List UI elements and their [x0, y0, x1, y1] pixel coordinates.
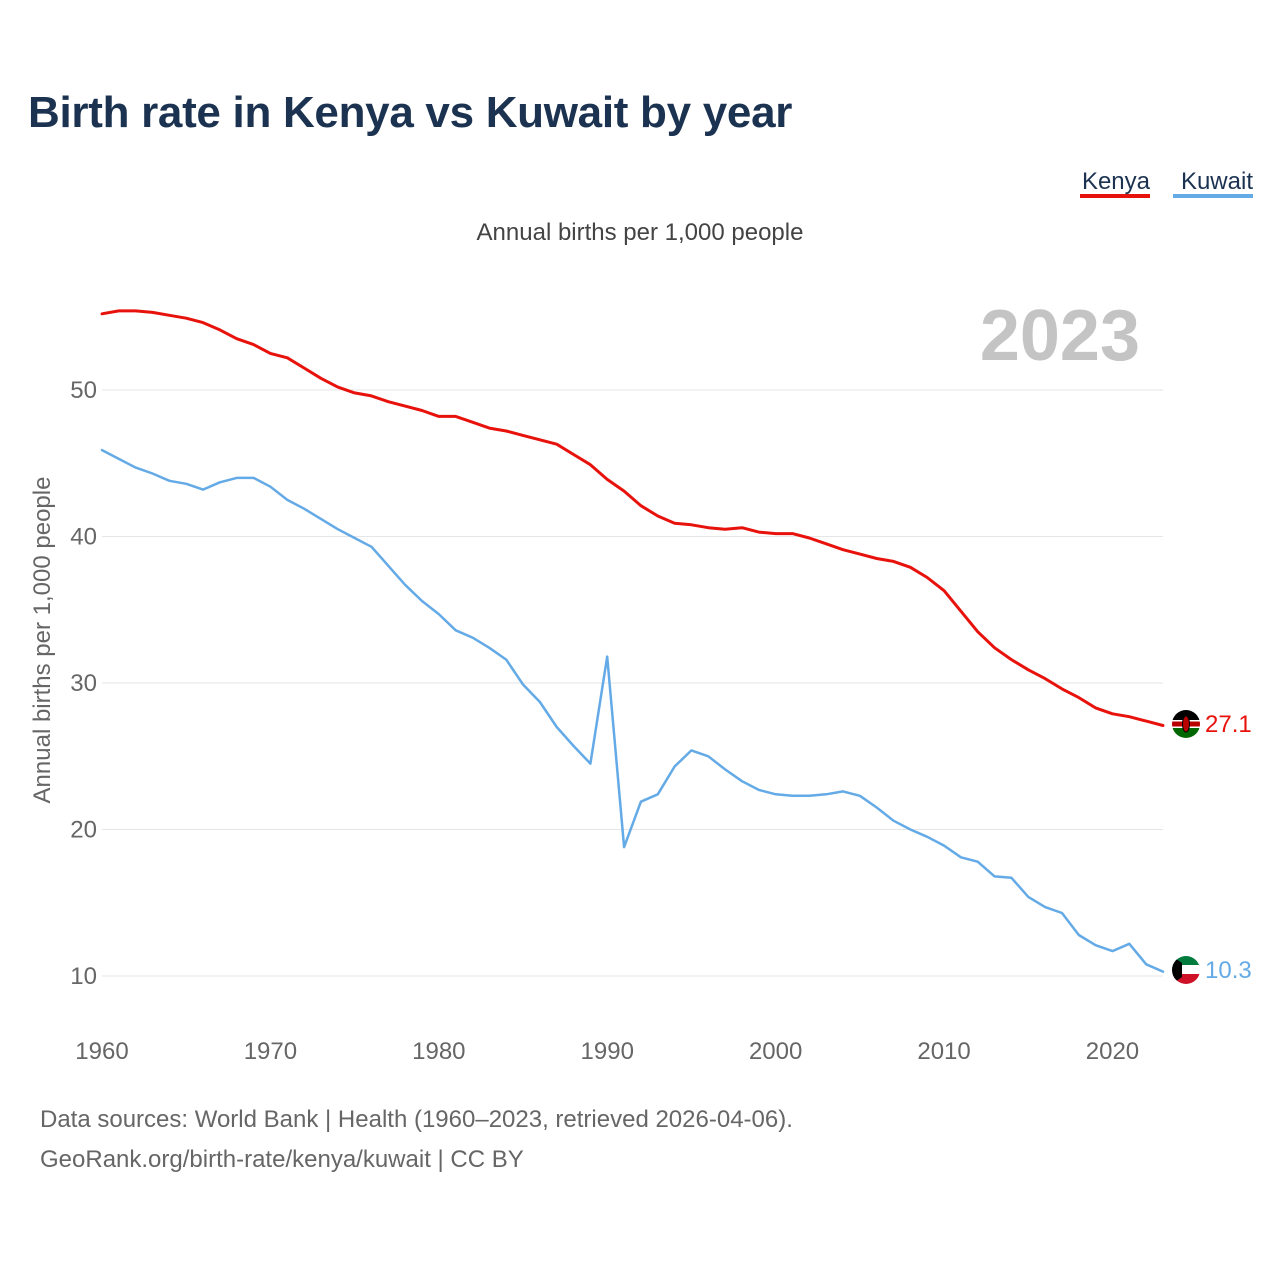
x-tick-label-2010: 2010: [917, 1038, 970, 1065]
grid-lines: [102, 389, 1163, 977]
legend-item-kenya[interactable]: Kenya: [1080, 168, 1151, 198]
x-tick-label-2020: 2020: [1086, 1038, 1139, 1065]
series-line-kuwait: [100, 448, 1165, 973]
y-tick-label-50: 50: [70, 377, 97, 404]
y-axis-ticks: 10 20 30 40 50: [70, 377, 97, 990]
x-tick-label-1990: 1990: [581, 1038, 634, 1065]
y-axis-label: Annual births per 1,000 people: [29, 477, 56, 804]
chart-subtitle: Annual births per 1,000 people: [477, 219, 804, 246]
y-tick-label-30: 30: [70, 670, 97, 697]
x-tick-label-1960: 1960: [75, 1038, 128, 1065]
footer-sources: Data sources: World Bank | Health (1960–…: [40, 1106, 793, 1133]
legend-swatch-kuwait: [1173, 194, 1253, 198]
series-line-kenya: [100, 309, 1165, 727]
y-tick-label-40: 40: [70, 524, 97, 551]
kuwait-flag-icon: [1172, 956, 1200, 984]
x-axis-ticks: 1960 1970 1980 1990 2000 2010 2020: [75, 1038, 1139, 1065]
x-tick-label-2000: 2000: [749, 1038, 802, 1065]
legend-swatch-kenya: [1080, 194, 1150, 198]
legend: Kenya Kuwait: [1080, 168, 1253, 198]
x-tick-label-1970: 1970: [244, 1038, 297, 1065]
series-lines: [100, 309, 1165, 973]
x-tick-label-1980: 1980: [412, 1038, 465, 1065]
kenya-flag-icon: [1172, 710, 1200, 738]
kenya-end-value: 27.1: [1205, 711, 1252, 738]
footer-attribution: GeoRank.org/birth-rate/kenya/kuwait | CC…: [40, 1146, 524, 1173]
y-tick-label-20: 20: [70, 817, 97, 844]
year-watermark: 2023: [980, 296, 1140, 376]
y-tick-label-10: 10: [70, 963, 97, 990]
chart-title: Birth rate in Kenya vs Kuwait by year: [28, 88, 793, 137]
kuwait-end-value: 10.3: [1205, 957, 1252, 984]
legend-label-kuwait: Kuwait: [1181, 168, 1253, 195]
legend-label-kenya: Kenya: [1082, 168, 1151, 195]
legend-item-kuwait[interactable]: Kuwait: [1173, 168, 1253, 198]
